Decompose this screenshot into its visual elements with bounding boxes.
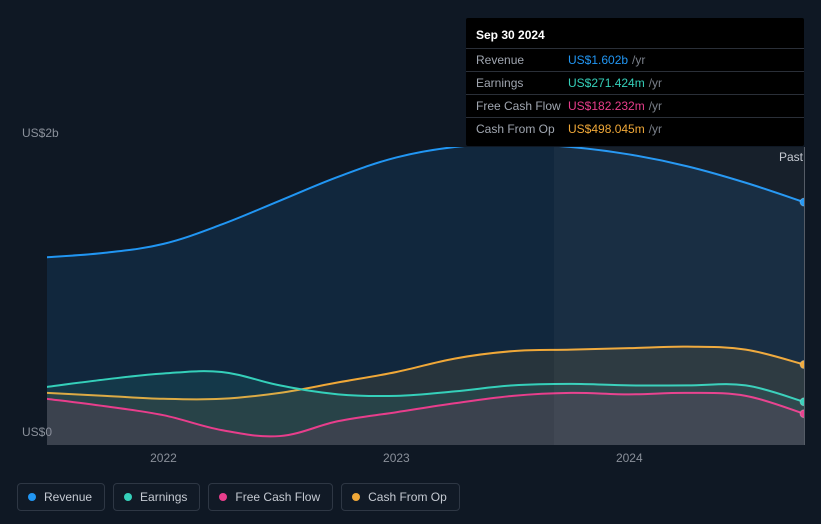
legend-label: Cash From Op	[368, 490, 447, 504]
series-end-marker-freeCashFlow	[800, 410, 804, 418]
tooltip-row-unit: /yr	[632, 53, 645, 67]
legend-dot	[28, 493, 36, 501]
hover-guideline	[804, 147, 805, 445]
tooltip-row: EarningsUS$271.424m/yr	[466, 71, 804, 94]
legend-dot	[124, 493, 132, 501]
series-end-marker-earnings	[800, 398, 804, 406]
legend-label: Earnings	[140, 490, 187, 504]
y-axis-label-max: US$2b	[22, 126, 59, 140]
tooltip-row-label: Revenue	[476, 53, 568, 67]
x-axis-tick: 2024	[616, 451, 643, 465]
legend-item-earnings[interactable]: Earnings	[113, 483, 200, 511]
tooltip-row-value: US$498.045m	[568, 122, 645, 136]
series-end-marker-revenue	[800, 198, 804, 206]
x-axis-tick: 2023	[383, 451, 410, 465]
tooltip-row-value: US$1.602b	[568, 53, 628, 67]
tooltip-row: Cash From OpUS$498.045m/yr	[466, 117, 804, 140]
tooltip-date: Sep 30 2024	[466, 24, 804, 48]
tooltip-row-value: US$182.232m	[568, 99, 645, 113]
series-end-marker-cashFromOp	[800, 361, 804, 369]
tooltip-row-value: US$271.424m	[568, 76, 645, 90]
legend-item-free-cash-flow[interactable]: Free Cash Flow	[208, 483, 333, 511]
tooltip-row-unit: /yr	[649, 76, 662, 90]
tooltip-row: RevenueUS$1.602b/yr	[466, 48, 804, 71]
tooltip-row-label: Free Cash Flow	[476, 99, 568, 113]
legend-item-revenue[interactable]: Revenue	[17, 483, 105, 511]
legend-dot	[219, 493, 227, 501]
chart-area[interactable]	[47, 147, 804, 445]
tooltip-row: Free Cash FlowUS$182.232m/yr	[466, 94, 804, 117]
x-axis-tick: 2022	[150, 451, 177, 465]
legend-dot	[352, 493, 360, 501]
tooltip-row-label: Cash From Op	[476, 122, 568, 136]
tooltip-row-unit: /yr	[649, 122, 662, 136]
hover-tooltip: Sep 30 2024 RevenueUS$1.602b/yrEarningsU…	[466, 18, 804, 146]
tooltip-row-unit: /yr	[649, 99, 662, 113]
legend-label: Free Cash Flow	[235, 490, 320, 504]
legend-label: Revenue	[44, 490, 92, 504]
legend: Revenue Earnings Free Cash Flow Cash From O…	[17, 483, 460, 511]
legend-item-cash-from-op[interactable]: Cash From Op	[341, 483, 460, 511]
tooltip-row-label: Earnings	[476, 76, 568, 90]
